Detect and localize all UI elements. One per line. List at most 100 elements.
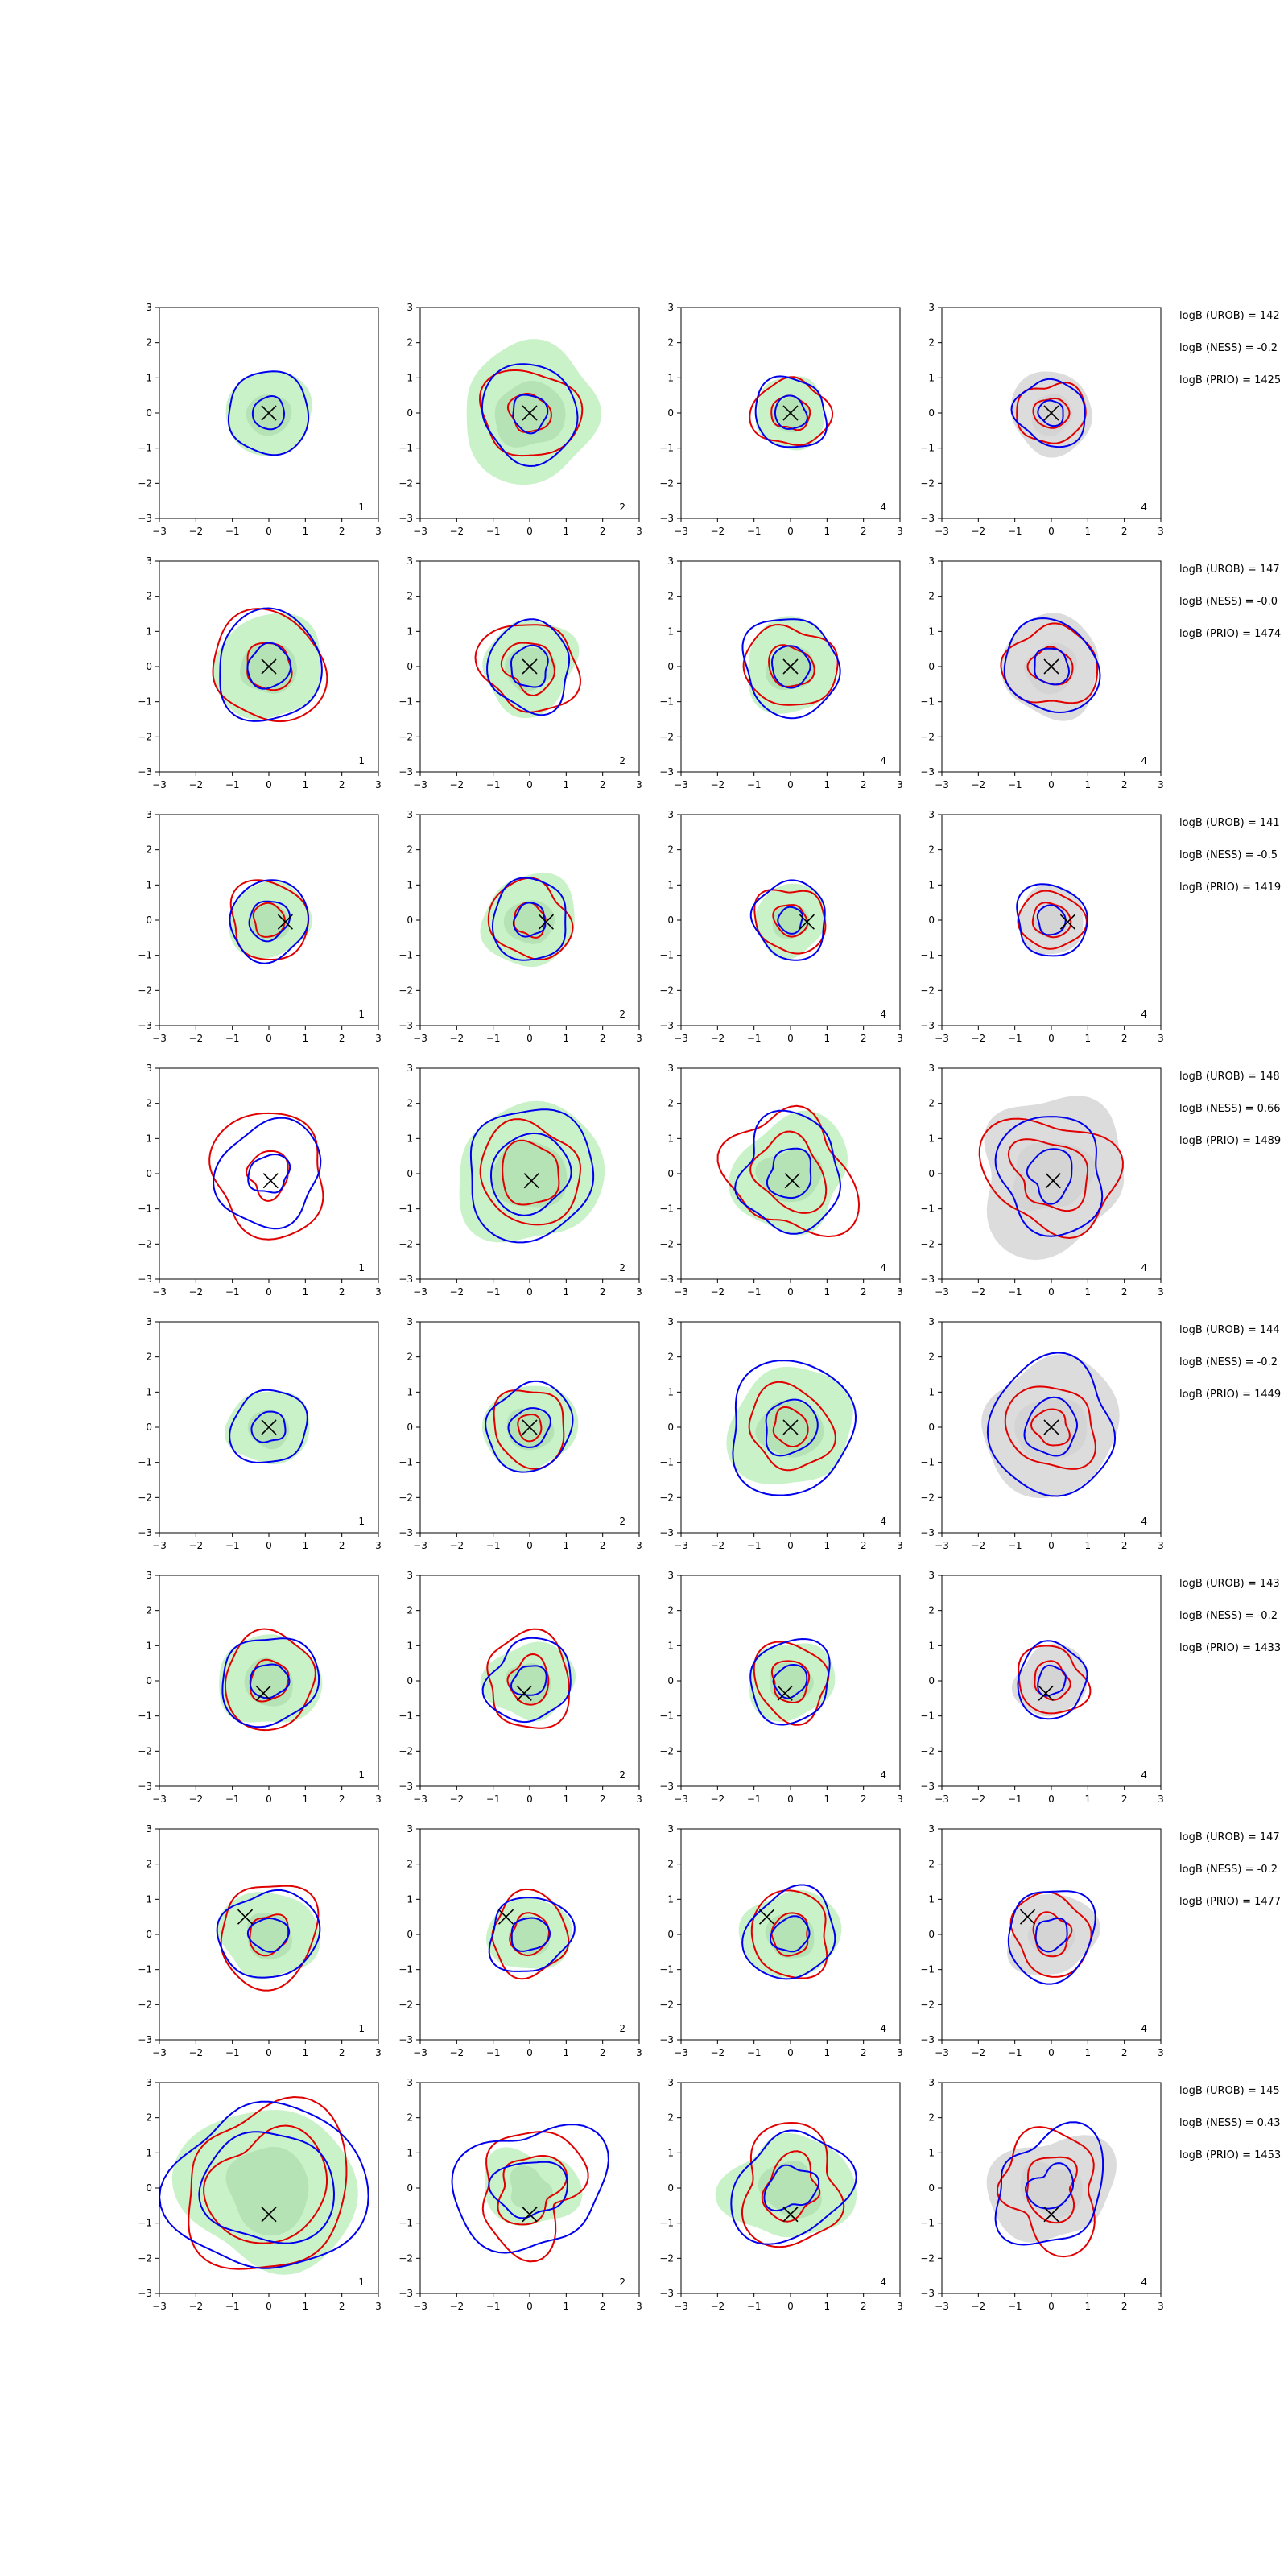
panel-r3-c2: −3−3 −2 −2 −1 −1 0 0 1 1 2 2 3 3 2	[398, 809, 642, 1044]
blue-contour	[754, 375, 828, 448]
x-tick-label: 1	[303, 2047, 309, 2058]
x-tick-label: 1	[1085, 2047, 1092, 2058]
panel-r8-c1: −3−3 −2 −2 −1 −1 0 0 1 1 2 2 3 3 1	[138, 2077, 382, 2312]
logb-annotation: logB (NESS) = -0.2	[1179, 1864, 1278, 1876]
y-tick-label: −3	[138, 513, 152, 524]
panel-number: 1	[358, 1009, 365, 1020]
x-tick-label: 0	[266, 526, 272, 537]
panel-r3-c4: −3−3 −2 −2 −1 −1 0 0 1 1 2 2 3 3 4	[920, 809, 1164, 1044]
x-tick-label: 0	[266, 1033, 272, 1044]
red-contour	[203, 2124, 328, 2244]
blue-contour	[1036, 904, 1067, 936]
panel-r6-c4: −3−3 −2 −2 −1 −1 0 0 1 1 2 2 3 3 4	[920, 1570, 1164, 1805]
x-tick-label: −3	[413, 526, 427, 537]
x-tick-label: 2	[861, 779, 867, 791]
true-value-marker	[277, 914, 293, 930]
red-contour	[208, 1112, 324, 1241]
panel-r8-c2: −3−3 −2 −2 −1 −1 0 0 1 1 2 2 3 3 2	[398, 2077, 642, 2312]
blue-contour	[481, 1637, 572, 1724]
x-tick-label: 3	[375, 1794, 382, 1805]
y-tick-label: 2	[407, 591, 413, 602]
logb-annotation: logB (UROB) = 144	[1179, 1324, 1280, 1336]
density-fill-inner	[1020, 2161, 1083, 2219]
x-tick-label: 3	[636, 1286, 642, 1298]
x-tick-label: 1	[564, 1286, 570, 1298]
blue-contour	[772, 1663, 808, 1699]
x-tick-label: 1	[564, 2301, 570, 2312]
logb-annotation: logB (NESS) = -0.2	[1179, 1610, 1278, 1622]
true-value-marker	[1038, 1685, 1054, 1701]
x-tick-label: 3	[897, 2047, 903, 2058]
x-tick-label: −3	[413, 1794, 427, 1805]
panel-number: 4	[1141, 1262, 1147, 1274]
x-tick-label: −1	[486, 1540, 501, 1551]
x-tick-label: −2	[449, 1794, 464, 1805]
x-tick-label: 1	[824, 2301, 831, 2312]
x-tick-label: 0	[787, 1286, 794, 1298]
x-tick-label: 3	[636, 2301, 642, 2312]
blue-contour	[1034, 647, 1071, 686]
y-tick-label: 1	[667, 879, 674, 890]
y-tick-label: 1	[407, 1640, 413, 1651]
x-tick-label: −3	[413, 1033, 427, 1044]
x-tick-label: 2	[1121, 2047, 1128, 2058]
true-value-marker	[1043, 1419, 1059, 1435]
y-tick-label: 1	[407, 879, 413, 890]
blue-contour	[766, 1147, 812, 1199]
red-contour	[1016, 382, 1087, 444]
x-tick-label: 1	[564, 1540, 570, 1551]
x-tick-label: −2	[971, 2047, 985, 2058]
x-tick-label: 0	[526, 2301, 533, 2312]
y-tick-label: −1	[398, 1457, 413, 1468]
y-tick-label: −2	[138, 1999, 152, 2010]
x-tick-label: −1	[747, 1033, 762, 1044]
panel-number: 1	[358, 1516, 365, 1527]
x-tick-label: 2	[339, 1286, 345, 1298]
y-tick-label: 1	[928, 1640, 935, 1651]
logb-annotation: logB (PRIO) = 1425	[1179, 374, 1281, 386]
red-contour	[753, 1641, 830, 1726]
y-tick-label: −1	[138, 1711, 152, 1722]
x-tick-label: −1	[1008, 1540, 1022, 1551]
blue-contour	[249, 1663, 291, 1699]
x-tick-label: −2	[188, 2301, 203, 2312]
y-tick-label: −3	[398, 1274, 413, 1285]
y-tick-label: 3	[667, 555, 674, 567]
x-tick-label: −3	[935, 2301, 949, 2312]
blue-contour	[986, 1352, 1117, 1497]
logb-annotation: logB (PRIO) = 1449	[1179, 1389, 1281, 1401]
y-tick-label: −2	[920, 477, 935, 489]
x-tick-label: 0	[526, 779, 533, 791]
panel-number: 2	[619, 1769, 625, 1781]
x-tick-label: −1	[486, 1794, 501, 1805]
x-tick-label: −3	[152, 1286, 167, 1298]
logb-annotation: logB (NESS) = -0.2	[1179, 1356, 1278, 1368]
logb-annotation: logB (NESS) = 0.43	[1179, 2117, 1281, 2129]
true-value-marker	[522, 658, 538, 675]
blue-contour	[770, 1915, 811, 1953]
blue-contour	[994, 2121, 1104, 2246]
y-tick-label: 1	[667, 1640, 674, 1651]
y-tick-label: 1	[667, 1893, 674, 1905]
panel-number: 4	[880, 755, 886, 766]
y-tick-label: 3	[407, 1570, 413, 1581]
x-tick-label: 2	[339, 1033, 345, 1044]
y-tick-label: 2	[407, 337, 413, 349]
y-tick-label: −1	[920, 2218, 935, 2229]
blue-contour	[213, 1117, 322, 1230]
y-tick-label: −3	[920, 1781, 935, 1792]
panel-number: 4	[1141, 1516, 1147, 1527]
true-value-marker	[497, 1909, 514, 1925]
x-tick-label: 0	[526, 1540, 533, 1551]
x-tick-label: −2	[710, 779, 724, 791]
y-tick-label: 3	[407, 1823, 413, 1835]
panel-number: 1	[358, 2023, 365, 2034]
y-tick-label: −1	[398, 950, 413, 961]
density-fill-inner	[1014, 1398, 1088, 1461]
red-contour	[749, 1130, 828, 1214]
x-tick-label: 1	[564, 1794, 570, 1805]
y-tick-label: 0	[146, 914, 152, 926]
x-tick-label: 2	[861, 526, 867, 537]
y-tick-label: 2	[928, 1352, 935, 1363]
